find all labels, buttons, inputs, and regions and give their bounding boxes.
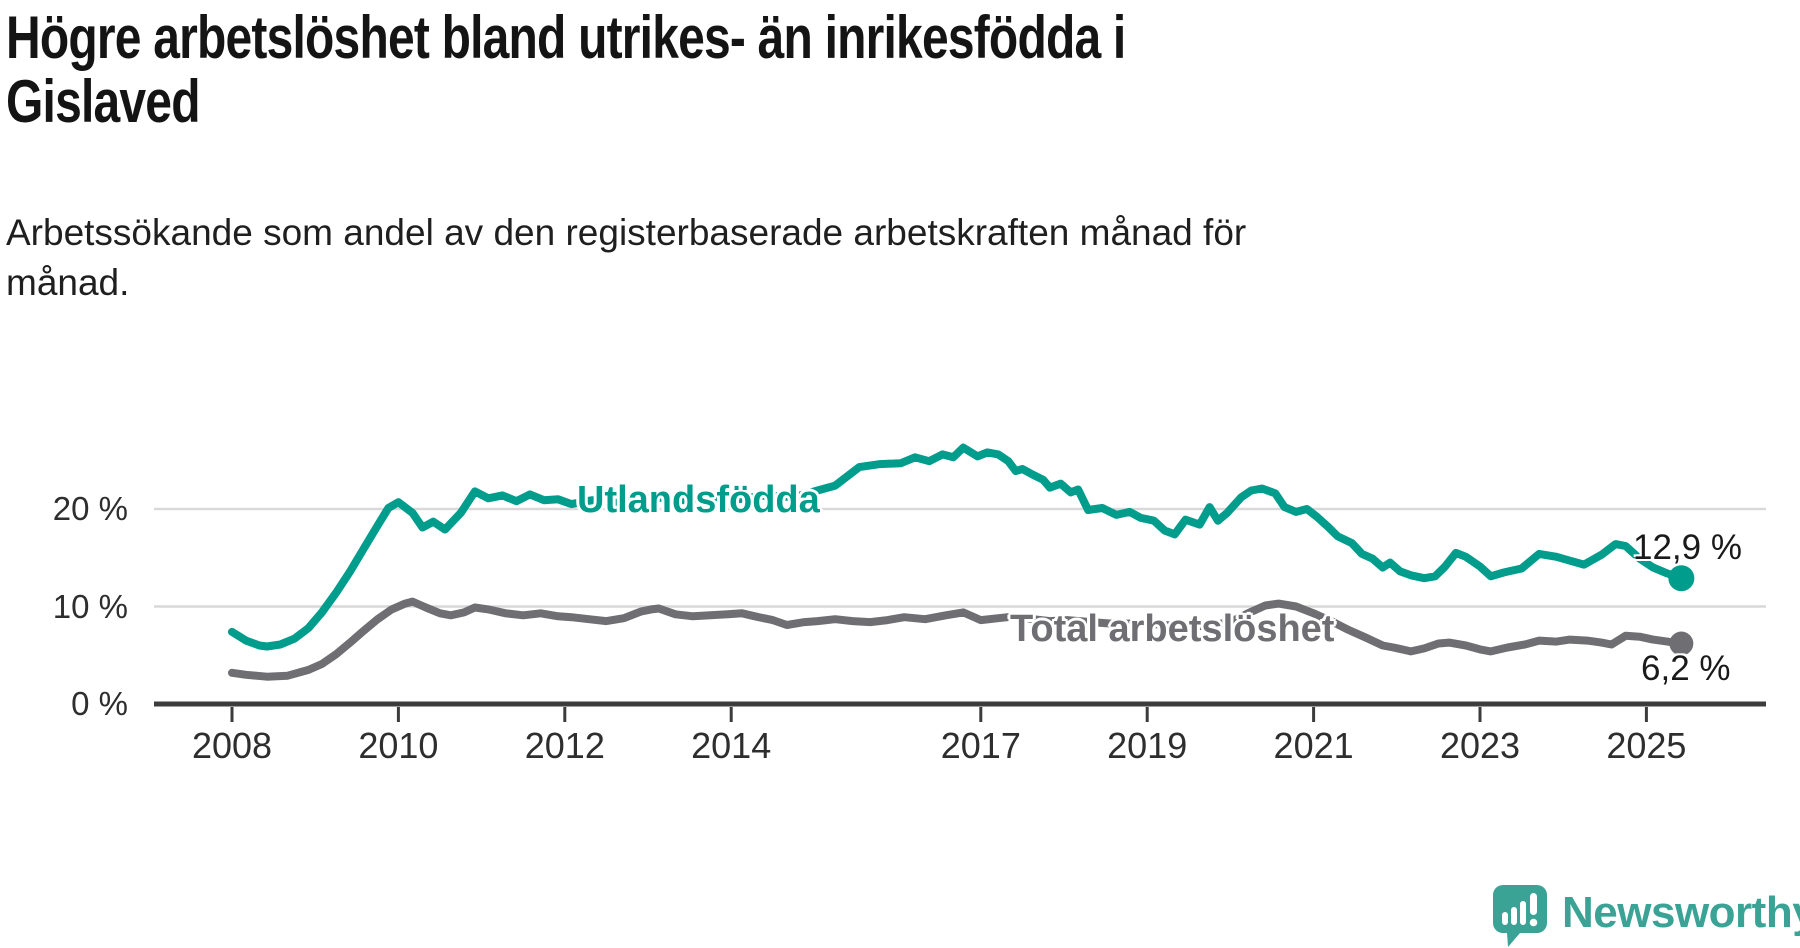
page-title: Högre arbetslöshet bland utrikes- än inr… — [6, 4, 1126, 135]
page-subtitle: Arbetssökande som andel av den registerb… — [6, 212, 1247, 303]
x-axis-tick-label-2010: 2010 — [358, 725, 439, 766]
series-label-total-arbetsloshet: Total arbetslöshet — [1010, 608, 1335, 650]
brand-name: Newsworthy — [1562, 888, 1800, 937]
newsworthy-logo-icon — [1493, 885, 1547, 947]
x-axis-tick-label-2025: 2025 — [1606, 725, 1687, 766]
utlandsfodda-line — [228, 443, 1686, 651]
series-label-utlandsfodda: Utlandsfödda — [577, 479, 820, 521]
x-axis-tick-label-2023: 2023 — [1439, 725, 1521, 766]
total-line — [228, 597, 1686, 681]
y-axis-tick-label-0: 0 % — [71, 685, 128, 722]
end-value-label-utlandsfodda: 12,9 % — [1633, 528, 1742, 567]
total-end-dot — [1669, 631, 1694, 656]
x-axis-tick-label-2014: 2014 — [691, 725, 772, 766]
x-axis-tick-label-2008: 2008 — [191, 725, 273, 766]
y-axis-tick-label-20: 20 % — [52, 490, 128, 527]
x-axis-tick-label-2017: 2017 — [940, 725, 1021, 766]
x-axis-tick-label-2012: 2012 — [524, 725, 605, 766]
brand-footer: Newsworthy — [1490, 884, 1800, 948]
x-axis-tick-label-2021: 2021 — [1273, 725, 1354, 766]
utlandsfodda-end-dot — [1668, 565, 1695, 592]
end-value-label-total: 6,2 % — [1641, 649, 1731, 688]
y-axis-tick-label-10: 10 % — [52, 587, 128, 625]
x-axis-tick-label-2019: 2019 — [1107, 725, 1188, 766]
